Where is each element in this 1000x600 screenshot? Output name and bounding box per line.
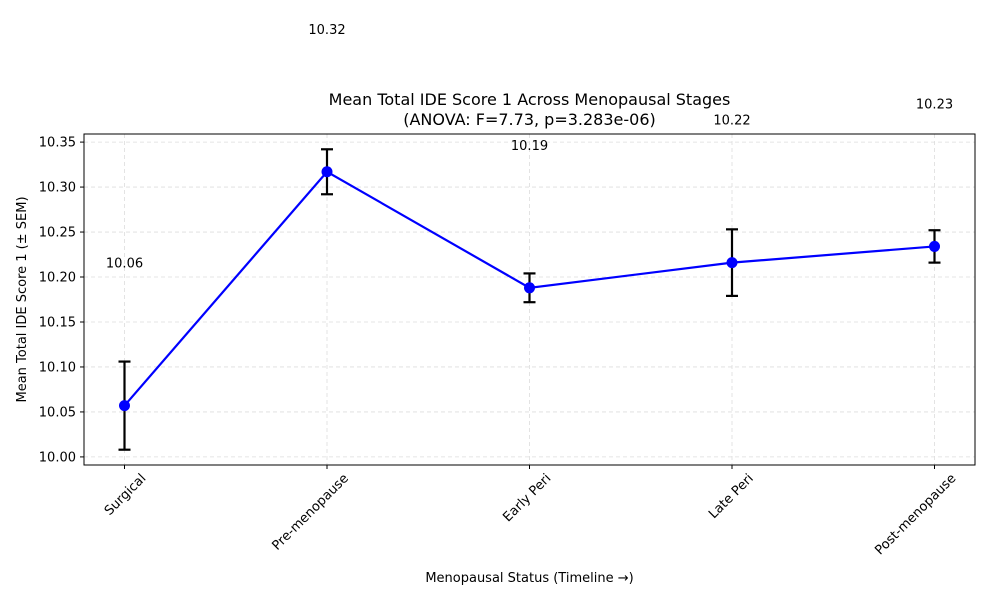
y-tick-label: 10.25 — [39, 226, 76, 241]
y-axis-label: Mean Total IDE Score 1 (± SEM) — [15, 196, 30, 402]
data-point — [321, 166, 333, 178]
data-label: 10.23 — [916, 97, 953, 112]
y-tick-label: 10.30 — [39, 181, 76, 196]
x-axis-label: Menopausal Status (Timeline →) — [425, 571, 633, 586]
data-labels: 10.06 10.32 10.19 10.22 10.23 — [106, 23, 953, 272]
x-tick-label: Post-menopause — [872, 471, 959, 558]
y-tick-label: 10.15 — [39, 315, 76, 330]
data-label: 10.19 — [511, 139, 548, 154]
y-tick-label: 10.35 — [39, 136, 76, 151]
chart-subtitle: (ANOVA: F=7.73, p=3.283e-06) — [403, 110, 656, 129]
y-tick-label: 10.20 — [39, 271, 76, 286]
y-tick-label: 10.05 — [39, 405, 76, 420]
y-tick-label: 10.00 — [39, 450, 76, 465]
x-tick-label: Pre-menopause — [269, 471, 351, 553]
data-point — [524, 282, 535, 294]
axis-ticks: 10.00 10.05 10.10 10.15 10.20 10.25 10.30 10.35… — [39, 136, 960, 559]
data-point — [726, 257, 738, 269]
x-tick-label: Surgical — [102, 471, 150, 519]
x-tick-label: Early Peri — [500, 471, 554, 525]
data-point — [929, 240, 940, 252]
data-label: 10.06 — [106, 257, 143, 272]
y-tick-label: 10.10 — [39, 360, 76, 375]
data-label: 10.22 — [713, 114, 750, 129]
chart-title: Mean Total IDE Score 1 Across Menopausal… — [329, 90, 731, 109]
series — [118, 148, 941, 451]
data-label: 10.32 — [308, 23, 345, 38]
x-tick-label: Late Peri — [706, 471, 757, 522]
data-point — [119, 400, 130, 412]
